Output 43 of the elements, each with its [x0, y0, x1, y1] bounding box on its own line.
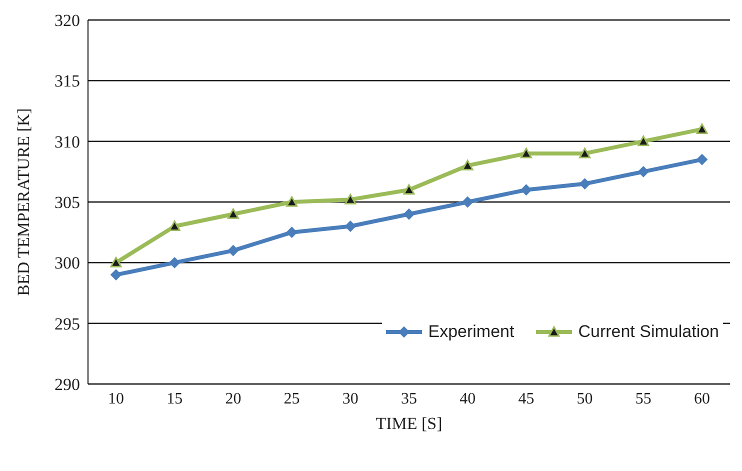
y-tick-label: 290	[54, 375, 80, 394]
point	[110, 256, 122, 268]
point	[227, 208, 239, 219]
point	[404, 208, 414, 220]
point	[638, 166, 649, 178]
x-tick-label: 45	[518, 390, 534, 408]
point	[110, 269, 122, 280]
x-tick-label: 50	[576, 390, 593, 408]
point	[462, 196, 474, 208]
point	[696, 154, 708, 166]
point	[286, 226, 298, 238]
point	[520, 148, 532, 158]
x-tick-label: 60	[694, 390, 710, 408]
x-tick-label: 10	[108, 390, 124, 408]
y-tick-label: 320	[54, 11, 80, 30]
x-tick-label: 25	[284, 390, 300, 408]
x-axis-title: TIME [S]	[376, 414, 442, 433]
x-tick-label: 35	[401, 390, 417, 408]
point	[403, 184, 415, 195]
x-tick-label: 55	[635, 390, 652, 408]
y-tick-label: 310	[54, 132, 80, 152]
y-tick-label: 295	[54, 314, 80, 334]
y-tick-label: 315	[54, 72, 80, 91]
point	[228, 245, 239, 256]
point	[462, 160, 474, 170]
y-tick-label: 305	[54, 193, 80, 212]
point	[344, 194, 356, 204]
point	[520, 184, 532, 196]
point	[286, 196, 298, 207]
legend-label: Current Simulation	[578, 322, 719, 342]
point	[579, 178, 590, 190]
point	[638, 136, 650, 146]
x-tick-label: 15	[166, 390, 183, 408]
y-axis-title: BED TEMPERATURE [K]	[14, 108, 34, 296]
x-tick-label: 40	[460, 390, 476, 408]
point	[696, 123, 708, 134]
x-tick-label: 20	[225, 390, 242, 408]
point	[579, 148, 591, 158]
point	[169, 257, 180, 268]
point	[344, 220, 356, 232]
y-tick-label: 300	[54, 254, 80, 273]
x-tick-label: 30	[342, 390, 358, 408]
legend-label: Experiment	[428, 322, 514, 342]
